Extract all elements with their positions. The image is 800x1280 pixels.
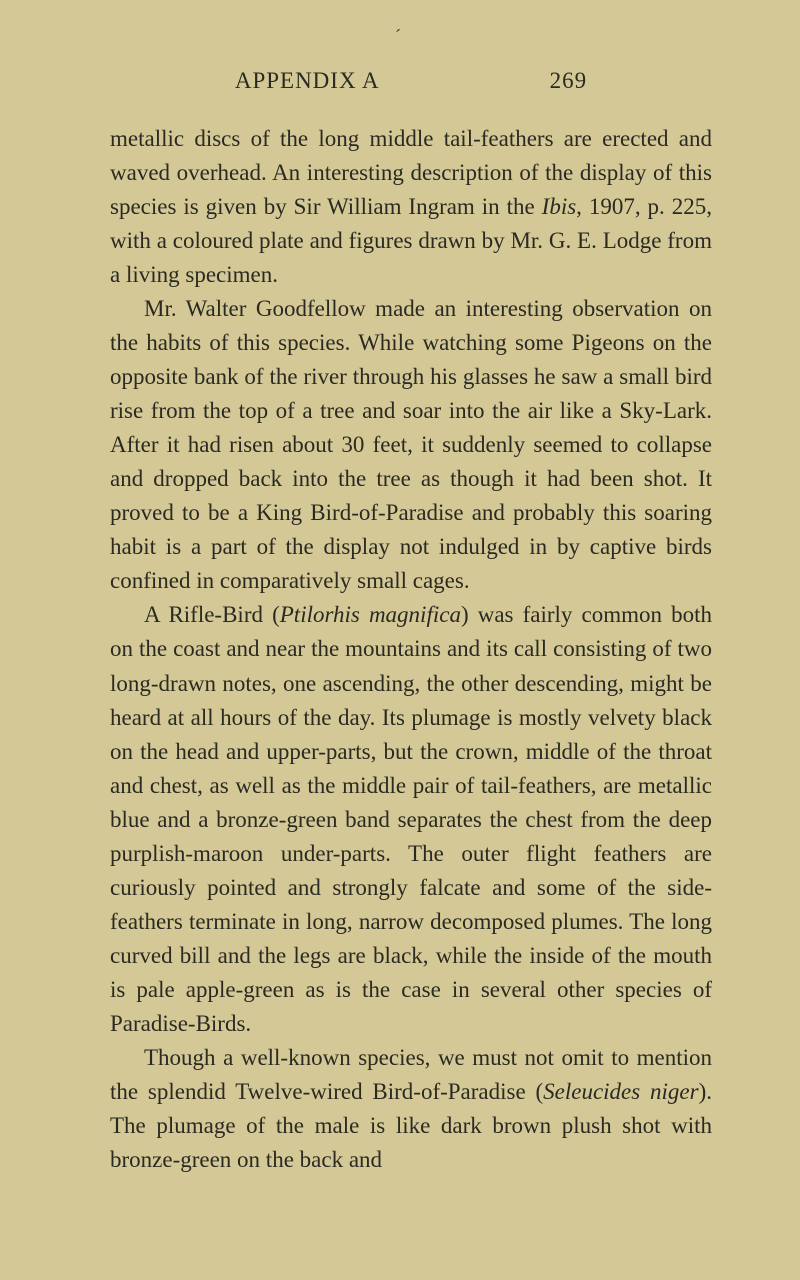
seleucides-italic: Seleucides niger	[543, 1079, 698, 1104]
page-container: APPENDIX A 269 metallic discs of the lon…	[0, 0, 800, 1237]
paragraph-2: Mr. Walter Goodfellow made an interestin…	[110, 292, 712, 598]
page-scan-mark: ´	[395, 26, 401, 47]
running-header: APPENDIX A 269	[110, 68, 712, 94]
ptilorhis-italic: Ptilorhis magnifica	[280, 602, 461, 627]
paragraph-3-text-a: A Rifle-Bird (	[144, 602, 280, 627]
header-page-number: 269	[550, 68, 588, 94]
ibis-italic: Ibis	[542, 194, 577, 219]
paragraph-3: A Rifle-Bird (Ptilorhis magnifica) was f…	[110, 598, 712, 1040]
paragraph-4: Though a well-known species, we must not…	[110, 1041, 712, 1177]
paragraph-1: metallic discs of the long middle tail-f…	[110, 122, 712, 292]
header-title: APPENDIX A	[235, 68, 380, 94]
paragraph-3-text-b: ) was fairly common both on the coast an…	[110, 602, 712, 1035]
